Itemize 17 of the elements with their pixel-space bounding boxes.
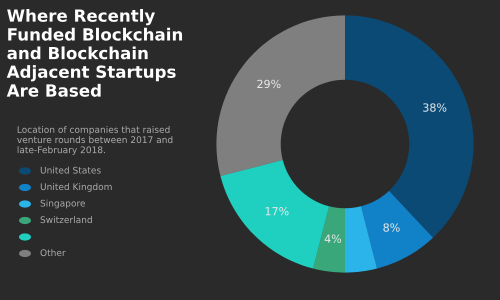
- data-label: 4%: [324, 234, 342, 243]
- donut-slice: [360, 190, 434, 269]
- data-label: 17%: [266, 207, 289, 216]
- donut-slice: [345, 206, 377, 273]
- donut-slice: [313, 206, 345, 273]
- text: Location of companies that raised venture rounds between 2017 and late-February 2018.: [17, 126, 172, 155]
- legend-label: United States: [40, 166, 101, 174]
- legend-label: Singapore: [40, 200, 86, 208]
- data-label: 29%: [257, 80, 281, 88]
- donut-slice: [345, 15, 474, 238]
- data-label: 38%: [423, 103, 446, 112]
- data-label: 8%: [383, 223, 400, 232]
- text: Where Recently Funded Blockchain and Blockchain Adjacent Startups Are Based: [6, 9, 182, 97]
- legend-label: Other: [40, 249, 66, 256]
- legend-label: United Kingdom: [40, 183, 112, 192]
- donut-slice: [216, 15, 345, 176]
- legend-label: Switzerland: [40, 216, 92, 224]
